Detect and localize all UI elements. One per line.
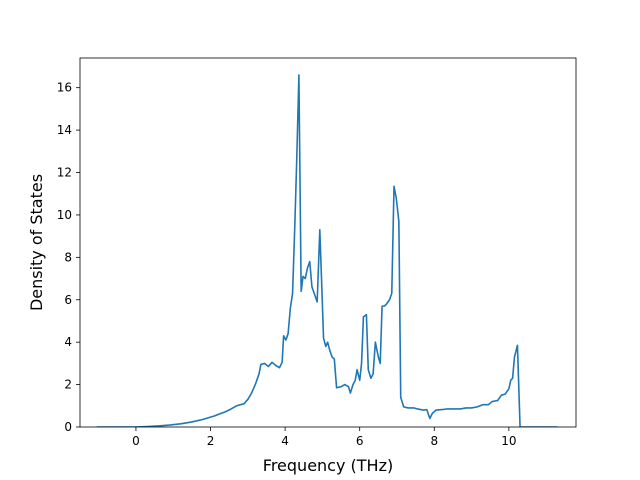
- y-tick-label: 6: [64, 293, 72, 307]
- x-axis-label: Frequency (THz): [263, 456, 393, 475]
- x-tick-label: 4: [281, 434, 289, 448]
- y-tick-label: 12: [57, 166, 72, 180]
- x-tick-label: 8: [430, 434, 438, 448]
- y-tick-label: 0: [64, 420, 72, 434]
- axis-ticks: 0 2 4 6 8 10 0 2 4 6 8 10 12 14 16: [57, 81, 517, 448]
- y-tick-label: 8: [64, 250, 72, 264]
- y-tick-label: 10: [57, 208, 72, 222]
- y-tick-label: 2: [64, 378, 72, 392]
- plot-area: [96, 74, 558, 427]
- x-tick-label: 6: [356, 434, 364, 448]
- x-tick-label: 2: [207, 434, 215, 448]
- axes-frame: [79, 57, 577, 428]
- x-tick-label: 0: [132, 434, 140, 448]
- y-axis-label: Density of States: [27, 174, 46, 311]
- y-tick-label: 16: [57, 81, 72, 95]
- y-tick-label: 4: [64, 335, 72, 349]
- y-tick-label: 14: [57, 123, 72, 137]
- x-tick-label: 10: [501, 434, 516, 448]
- series-line-0: [96, 74, 558, 427]
